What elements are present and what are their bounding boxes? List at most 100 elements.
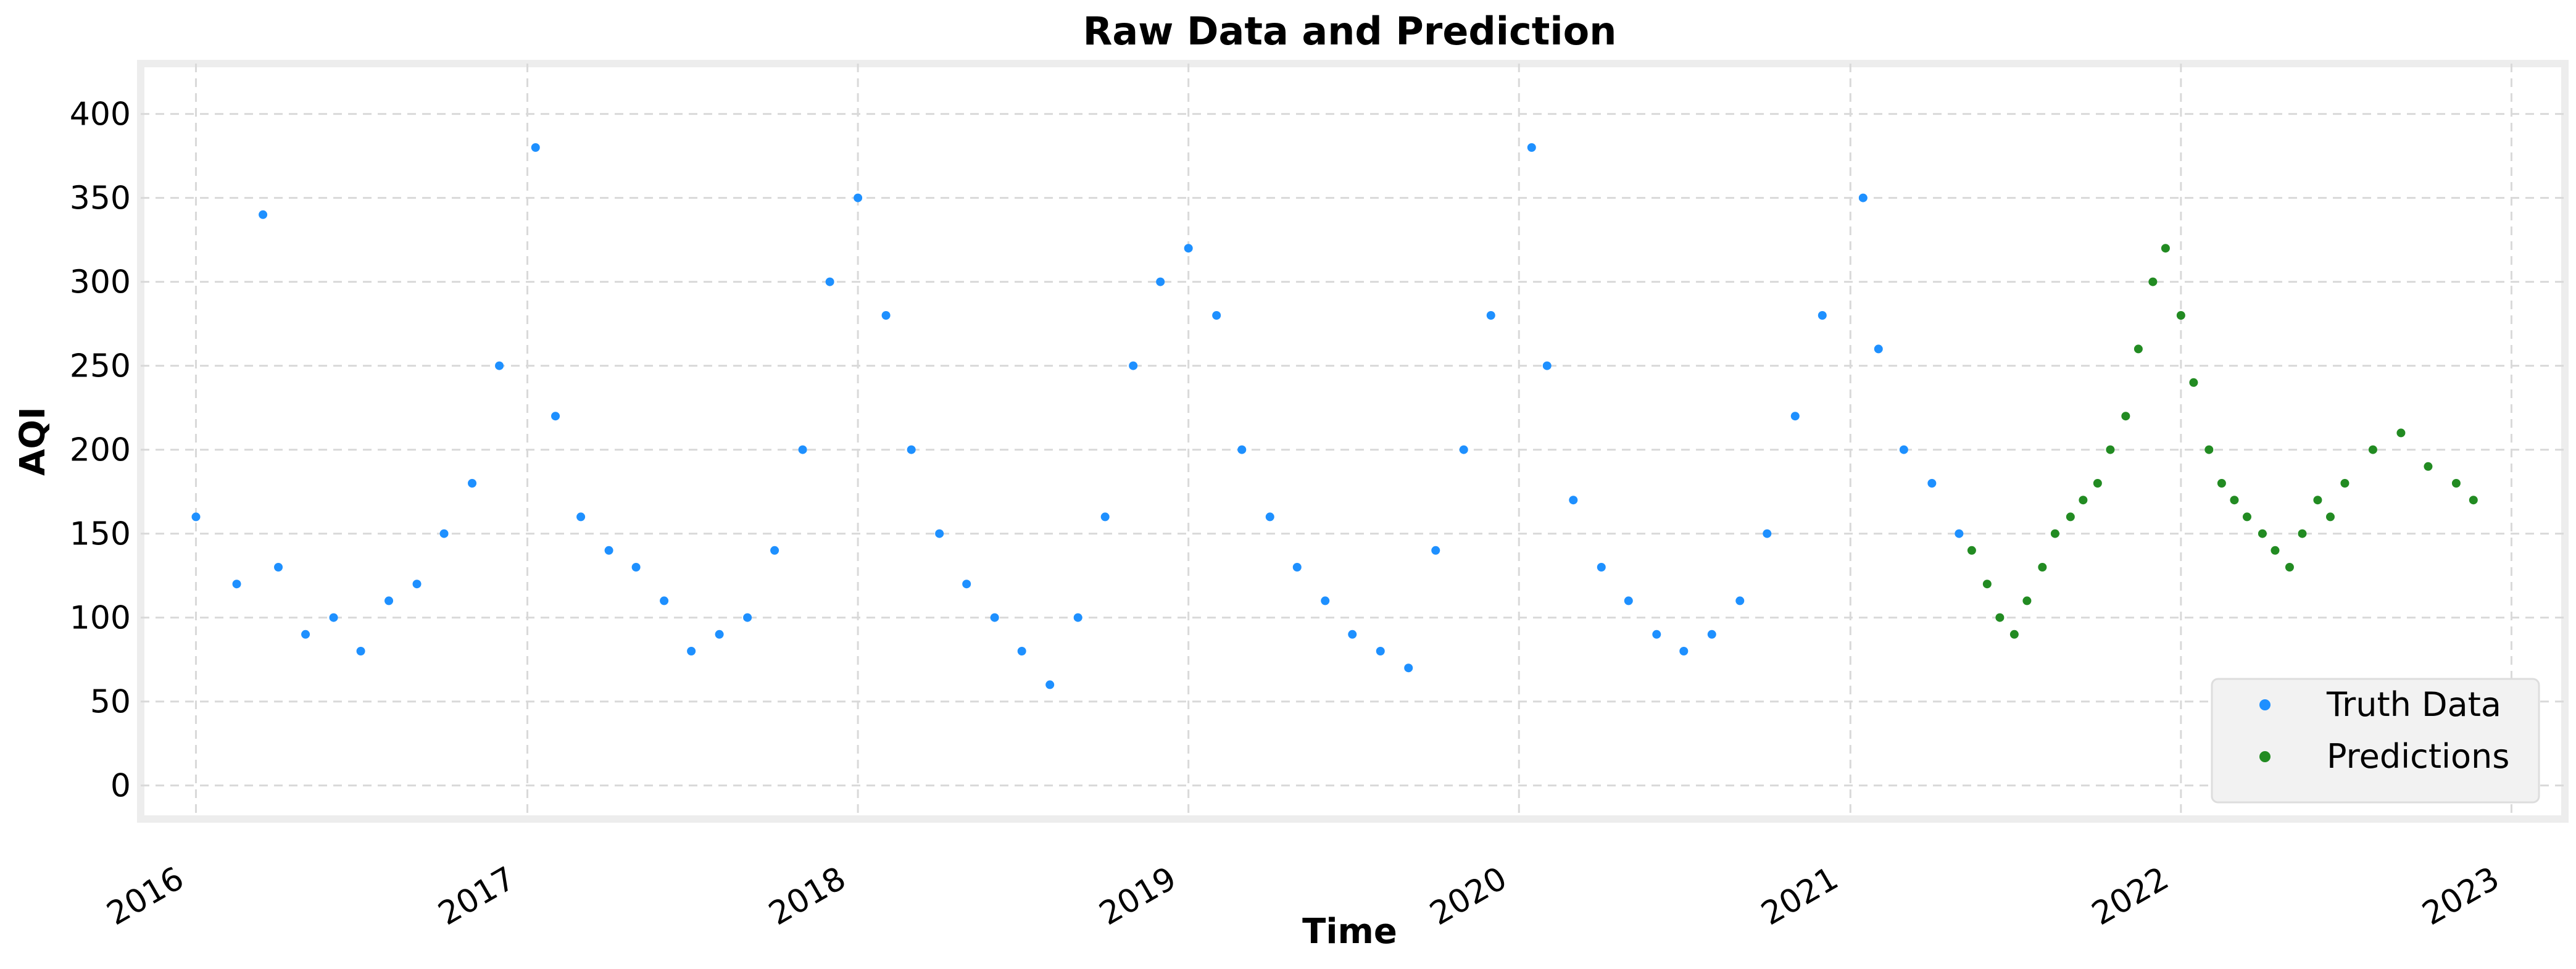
prediction-point	[2106, 445, 2115, 454]
prediction-point	[2066, 512, 2075, 522]
prediction-point	[1995, 613, 2005, 622]
truth-data-point	[1045, 680, 1055, 689]
truth-data-point	[1679, 647, 1689, 655]
truth-data-point	[1707, 630, 1716, 639]
prediction-point	[2298, 529, 2307, 538]
prediction-point	[2451, 479, 2461, 488]
y-tick-label: 50	[90, 684, 131, 721]
truth-data-point	[356, 647, 365, 655]
truth-data-point	[1431, 546, 1440, 555]
truth-data-point	[384, 596, 394, 605]
truth-data-point	[1156, 277, 1165, 286]
truth-data-point	[1652, 630, 1661, 639]
prediction-point	[2217, 479, 2226, 488]
truth-data-point	[962, 580, 971, 589]
truth-data-point	[1129, 361, 1138, 370]
truth-data-point	[1858, 193, 1868, 202]
prediction-point	[2368, 445, 2377, 454]
prediction-point	[2093, 479, 2102, 488]
truth-data-point	[604, 546, 613, 555]
truth-data-point	[259, 210, 268, 219]
truth-data-point	[1763, 529, 1772, 538]
truth-data-point	[1818, 311, 1827, 320]
y-tick-label: 250	[70, 348, 131, 385]
legend-label: Truth Data	[2326, 685, 2501, 724]
prediction-point	[2161, 244, 2170, 253]
prediction-point	[1982, 580, 1992, 589]
truth-data-point	[1348, 630, 1357, 639]
truth-data-point	[232, 580, 241, 589]
truth-data-point	[1292, 563, 1302, 572]
prediction-point	[2204, 445, 2214, 454]
truth-data-series	[191, 143, 1964, 689]
plot-frame	[137, 60, 2569, 823]
prediction-point	[2285, 563, 2294, 572]
prediction-point	[2148, 277, 2158, 286]
chart-title: Raw Data and Prediction	[1083, 9, 1617, 54]
prediction-point	[2313, 496, 2322, 505]
truth-data-point	[990, 613, 999, 622]
truth-data-point	[1874, 344, 1883, 354]
prediction-point	[2079, 496, 2088, 505]
truth-data-point	[1486, 311, 1495, 320]
prediction-point	[2121, 412, 2130, 421]
truth-data-point	[907, 445, 916, 454]
truth-data-point	[660, 596, 669, 605]
truth-data-point	[1321, 596, 1330, 605]
truth-data-point	[576, 512, 586, 522]
legend-box	[2211, 678, 2540, 804]
truth-data-point	[825, 277, 834, 286]
prediction-point	[2469, 496, 2478, 505]
prediction-point	[2050, 529, 2059, 538]
truth-data-point	[495, 361, 504, 370]
truth-data-point	[1624, 596, 1633, 605]
y-axis-label: AQI	[13, 407, 53, 476]
truth-data-point	[1899, 445, 1908, 454]
truth-data-point	[1527, 143, 1536, 152]
prediction-point	[2230, 496, 2239, 505]
truth-data-point	[1073, 613, 1082, 622]
legend-marker	[2259, 751, 2271, 762]
legend-marker	[2259, 699, 2271, 710]
grid-lines	[141, 64, 2565, 819]
prediction-point	[2134, 344, 2143, 354]
y-tick-label: 150	[70, 516, 131, 553]
y-tick-label: 400	[70, 96, 131, 133]
truth-data-point	[1212, 311, 1221, 320]
truth-data-point	[468, 479, 477, 488]
y-tick-label: 100	[70, 600, 131, 637]
truth-data-point	[1237, 445, 1247, 454]
truth-data-point	[1542, 361, 1552, 370]
y-tick-label: 200	[70, 432, 131, 469]
truth-data-point	[743, 613, 752, 622]
truth-data-point	[191, 512, 201, 522]
truth-data-point	[551, 412, 560, 421]
prediction-point	[2176, 311, 2185, 320]
x-axis-label: Time	[1302, 912, 1397, 952]
truth-data-point	[715, 630, 724, 639]
truth-data-point	[1184, 244, 1193, 253]
truth-data-point	[881, 311, 891, 320]
prediction-point	[2396, 428, 2406, 438]
truth-data-point	[1927, 479, 1937, 488]
truth-data-point	[935, 529, 944, 538]
truth-data-point	[412, 580, 422, 589]
prediction-point	[2038, 563, 2047, 572]
prediction-point	[2242, 512, 2251, 522]
truth-data-point	[1404, 663, 1413, 673]
predictions-series	[1967, 244, 2478, 639]
prediction-point	[2009, 630, 2019, 639]
truth-data-point	[1265, 512, 1274, 522]
truth-data-point	[1955, 529, 1964, 538]
prediction-point	[2271, 546, 2280, 555]
prediction-point	[2189, 378, 2198, 387]
prediction-point	[2258, 529, 2267, 538]
y-tick-label: 300	[70, 264, 131, 301]
truth-data-point	[329, 613, 338, 622]
truth-data-point	[687, 647, 696, 655]
truth-data-point	[798, 445, 807, 454]
prediction-point	[2022, 596, 2032, 605]
truth-data-point	[1376, 647, 1385, 655]
